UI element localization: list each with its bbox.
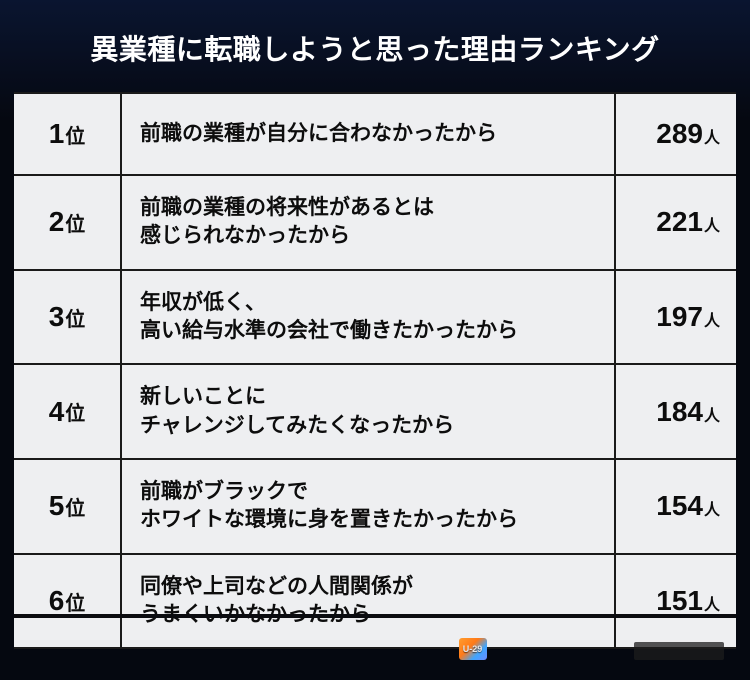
- count-number: 221: [656, 206, 703, 238]
- table-row: 1位前職の業種が自分に合わなかったから289人: [14, 94, 736, 176]
- reason-text: 同僚や上司などの人間関係が うまくいかなかったから: [140, 573, 413, 630]
- table-row: 5位前職がブラックで ホワイトな環境に身を置きたかったから154人: [14, 460, 736, 555]
- table-row: 4位新しいことに チャレンジしてみたくなったから184人: [14, 365, 736, 460]
- count-cell: 197人: [616, 271, 736, 364]
- count-number: 151: [656, 585, 703, 617]
- rank-number: 3: [49, 301, 65, 333]
- reason-cell: 新しいことに チャレンジしてみたくなったから: [122, 365, 616, 458]
- source-badge: U-29: [459, 638, 487, 660]
- count-cell: 221人: [616, 176, 736, 269]
- rank-suffix: 位: [65, 587, 85, 616]
- rank-cell: 1位: [14, 94, 122, 174]
- count-cell: 151人: [616, 555, 736, 648]
- rank-cell: 5位: [14, 460, 122, 553]
- count-number: 197: [656, 301, 703, 333]
- divider: [14, 614, 736, 618]
- rank-cell: 2位: [14, 176, 122, 269]
- ranking-table: 1位前職の業種が自分に合わなかったから289人2位前職の業種の将来性があるとは …: [14, 92, 736, 649]
- rank-number: 6: [49, 585, 65, 617]
- count-cell: 154人: [616, 460, 736, 553]
- rank-cell: 4位: [14, 365, 122, 458]
- reason-text: 年収が低く、 高い給与水準の会社で働きたかったから: [140, 289, 518, 346]
- count-suffix: 人: [704, 591, 720, 615]
- rank-cell: 6位: [14, 555, 122, 648]
- footer-mark: [634, 642, 724, 660]
- reason-text: 前職の業種が自分に合わなかったから: [140, 120, 497, 148]
- count-number: 289: [656, 118, 703, 150]
- count-suffix: 人: [704, 402, 720, 426]
- reason-cell: 前職がブラックで ホワイトな環境に身を置きたかったから: [122, 460, 616, 553]
- rank-number: 5: [49, 490, 65, 522]
- badge-label: U-29: [463, 644, 483, 654]
- table-row: 3位年収が低く、 高い給与水準の会社で働きたかったから197人: [14, 271, 736, 366]
- rank-suffix: 位: [65, 492, 85, 521]
- table-row: 6位同僚や上司などの人間関係が うまくいかなかったから151人: [14, 555, 736, 650]
- page-title: 異業種に転職しようと思った理由ランキング: [0, 0, 750, 92]
- reason-text: 新しいことに チャレンジしてみたくなったから: [140, 383, 454, 440]
- count-suffix: 人: [704, 124, 720, 148]
- reason-text: 前職がブラックで ホワイトな環境に身を置きたかったから: [140, 478, 518, 535]
- rank-cell: 3位: [14, 271, 122, 364]
- rank-suffix: 位: [65, 303, 85, 332]
- rank-suffix: 位: [65, 397, 85, 426]
- table-row: 2位前職の業種の将来性があるとは 感じられなかったから221人: [14, 176, 736, 271]
- rank-suffix: 位: [65, 208, 85, 237]
- count-suffix: 人: [704, 496, 720, 520]
- rank-number: 4: [49, 396, 65, 428]
- reason-cell: 年収が低く、 高い給与水準の会社で働きたかったから: [122, 271, 616, 364]
- count-cell: 289人: [616, 94, 736, 174]
- reason-cell: 同僚や上司などの人間関係が うまくいかなかったから: [122, 555, 616, 648]
- reason-text: 前職の業種の将来性があるとは 感じられなかったから: [140, 194, 434, 251]
- count-number: 184: [656, 396, 703, 428]
- rank-number: 2: [49, 206, 65, 238]
- reason-cell: 前職の業種が自分に合わなかったから: [122, 94, 616, 174]
- reason-cell: 前職の業種の将来性があるとは 感じられなかったから: [122, 176, 616, 269]
- count-cell: 184人: [616, 365, 736, 458]
- count-suffix: 人: [704, 307, 720, 331]
- count-suffix: 人: [704, 212, 720, 236]
- rank-suffix: 位: [65, 120, 85, 149]
- badge-icon: U-29: [459, 638, 487, 660]
- rank-number: 1: [49, 118, 65, 150]
- count-number: 154: [656, 490, 703, 522]
